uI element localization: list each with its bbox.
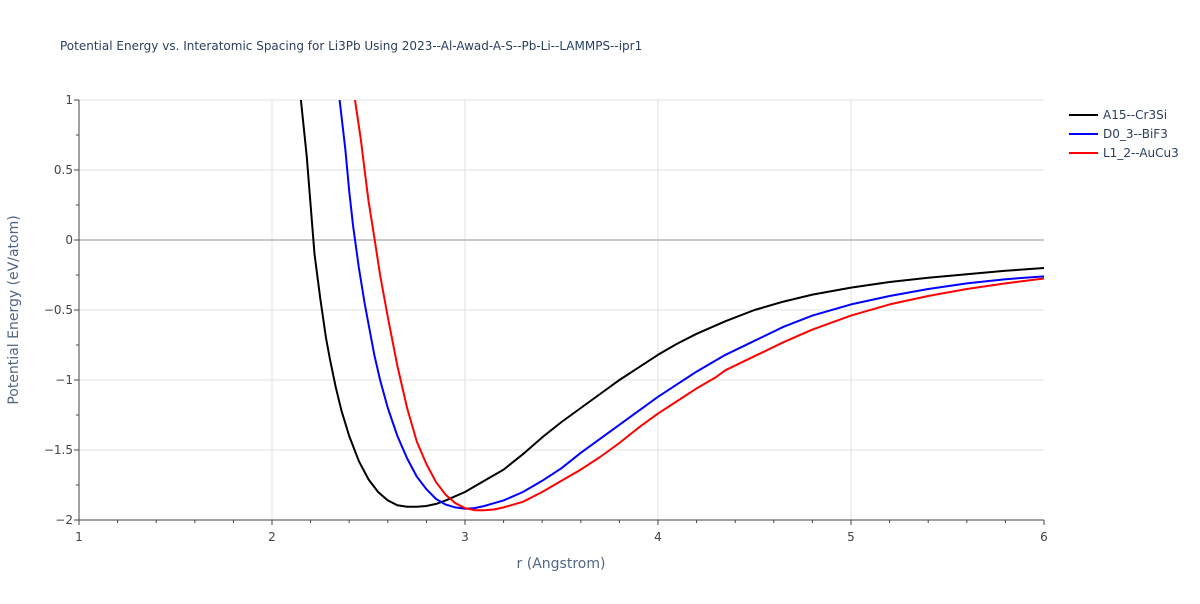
y-tick-label: 1 bbox=[65, 93, 73, 107]
x-tick-label: 2 bbox=[268, 530, 276, 544]
legend-label: A15--Cr3Si bbox=[1103, 108, 1167, 122]
x-tick-label: 6 bbox=[1040, 530, 1048, 544]
x-axis-title: r (Angstrom) bbox=[517, 556, 606, 572]
series-lines bbox=[299, 100, 1044, 512]
y-tick-label: −1.5 bbox=[44, 443, 73, 457]
legend-label: D0_3--BiF3 bbox=[1103, 127, 1168, 141]
axes bbox=[74, 99, 1045, 525]
legend: A15--Cr3Si D0_3--BiF3 L1_2--AuCu3 bbox=[1069, 108, 1179, 160]
series-line-3 bbox=[354, 100, 1044, 512]
y-tick-label: 0.5 bbox=[54, 163, 73, 177]
tick-labels: 1 2 3 4 5 6 1 0.5 0 −0.5 −1 −1.5 −2 bbox=[44, 93, 1048, 544]
y-tick-label: −2 bbox=[55, 513, 73, 527]
y-tick-label: 0 bbox=[65, 233, 73, 247]
series-line-1 bbox=[299, 100, 1044, 508]
y-tick-label: −0.5 bbox=[44, 303, 73, 317]
x-tick-label: 1 bbox=[75, 530, 83, 544]
x-tick-label: 4 bbox=[654, 530, 662, 544]
legend-label: L1_2--AuCu3 bbox=[1103, 146, 1179, 160]
y-axis-title: Potential Energy (eV/atom) bbox=[6, 215, 22, 404]
x-tick-label: 3 bbox=[461, 530, 469, 544]
series-line-2 bbox=[338, 100, 1044, 510]
chart-title: Potential Energy vs. Interatomic Spacing… bbox=[60, 39, 642, 53]
grid bbox=[79, 99, 1044, 520]
x-tick-label: 5 bbox=[847, 530, 855, 544]
y-tick-label: −1 bbox=[55, 373, 73, 387]
